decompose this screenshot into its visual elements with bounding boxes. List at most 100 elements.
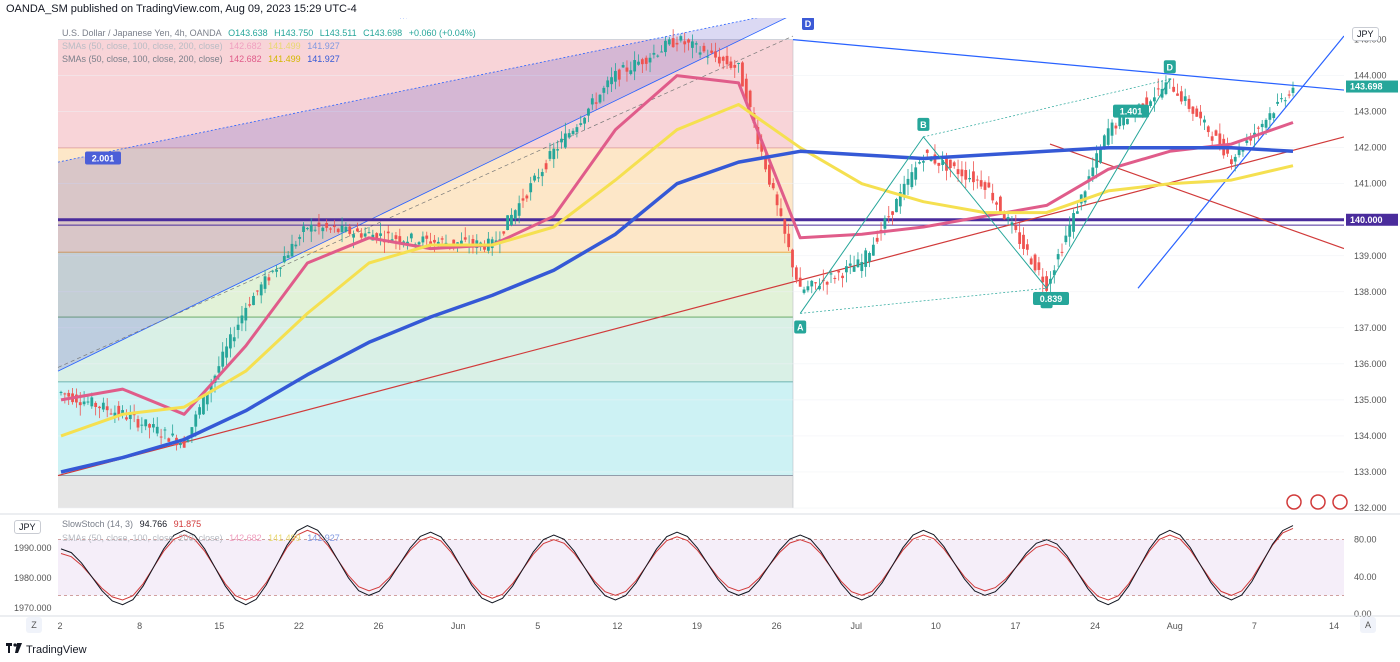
candle — [1283, 97, 1287, 107]
flag-icon-jp[interactable] — [1286, 494, 1302, 510]
legend-sma200-value: 141.927 — [307, 41, 340, 51]
candle-body — [232, 337, 236, 342]
candle — [948, 159, 952, 178]
candle-body — [683, 41, 687, 45]
stoch-k-line — [60, 525, 1294, 606]
candle-body — [1187, 98, 1191, 109]
auto-scale-button[interactable]: A — [1360, 617, 1376, 633]
candle-body — [995, 202, 998, 205]
candle-body — [914, 167, 918, 180]
candle — [1214, 129, 1218, 136]
candle-body — [810, 280, 814, 287]
legend-stoch-sma50: 142.682 — [229, 533, 262, 543]
candle — [956, 159, 960, 182]
candle-body — [633, 60, 637, 72]
candle-body — [902, 183, 906, 198]
fib-ratio-bc[interactable]: 1.401 — [1113, 104, 1149, 118]
candle-body — [602, 87, 606, 93]
candle — [775, 191, 779, 216]
candle — [302, 222, 305, 243]
time-tick-label: Aug — [1167, 621, 1183, 631]
candle-body — [1095, 153, 1099, 168]
candle-body — [802, 289, 806, 293]
candle — [221, 342, 225, 372]
harmonic-legs[interactable] — [799, 78, 1171, 314]
candle-body — [140, 424, 144, 426]
candle — [128, 405, 132, 430]
candle-body — [136, 419, 140, 428]
pattern-point-d-upper[interactable]: D — [802, 18, 814, 30]
candle-body — [452, 239, 456, 246]
candle-body — [814, 282, 817, 284]
candle-body — [756, 127, 760, 144]
candle — [1172, 78, 1176, 93]
flag-icon-jp-2[interactable] — [1332, 494, 1348, 510]
legend-symbol-row: U.S. Dollar / Japanese Yen, 4h, OANDA O1… — [62, 28, 480, 38]
candle — [286, 251, 290, 259]
candle — [852, 255, 856, 272]
candle-body — [59, 391, 63, 393]
candle-body — [225, 346, 228, 358]
candle — [848, 254, 852, 275]
candle-body — [521, 198, 525, 201]
candle — [1199, 104, 1202, 126]
candle — [602, 85, 606, 102]
currency-badge-main[interactable]: JPY — [1352, 27, 1379, 41]
candle — [1014, 214, 1018, 233]
candle-body — [86, 401, 90, 403]
candle-body — [409, 233, 413, 239]
zoom-button[interactable]: Z — [26, 617, 42, 633]
candle-body — [864, 250, 868, 267]
candle — [1114, 122, 1118, 135]
candle-body — [1172, 86, 1176, 92]
pattern-point-a[interactable]: A — [794, 320, 807, 334]
candle-body — [733, 64, 737, 68]
legend-open: O143.638 — [228, 28, 268, 38]
candle-body — [94, 402, 98, 408]
candle — [906, 168, 910, 196]
candle — [975, 175, 979, 189]
wedge-lower-line — [57, 18, 787, 372]
blue-support-trendline — [1137, 35, 1345, 289]
candle — [721, 55, 725, 70]
candle-body — [1025, 244, 1029, 250]
pattern-point-b[interactable]: B — [917, 117, 930, 131]
candle — [105, 398, 109, 418]
time-axis: 2 8 15 22 26 Jun 5 12 19 26 Jul 10 17 24 Aug 7 14 — [0, 615, 1400, 631]
flag-icon-us[interactable] — [1310, 494, 1326, 510]
candle-body — [367, 232, 371, 234]
candle — [664, 36, 667, 57]
currency-badge-sub[interactable]: JPY — [14, 520, 41, 534]
fib-band — [58, 475, 793, 508]
candle — [298, 234, 302, 246]
fib-ratio-ab[interactable]: 0.839 — [1033, 292, 1069, 306]
candle-body — [556, 149, 560, 151]
candle-body — [471, 239, 475, 245]
candle-body — [344, 226, 348, 232]
candle-body — [294, 244, 298, 247]
candle — [113, 405, 117, 423]
candle — [336, 227, 340, 234]
candle-body — [1126, 118, 1129, 125]
fib-ratio-d-upper[interactable]: 2.001 — [85, 151, 121, 165]
candle — [575, 124, 579, 138]
blue-resistance-trendline — [792, 39, 1345, 91]
candle — [587, 107, 590, 123]
candle-body — [660, 51, 663, 53]
candle-body — [221, 351, 225, 367]
candle — [710, 43, 714, 55]
candle-body — [329, 228, 332, 230]
candle — [560, 131, 563, 149]
candle-body — [1256, 127, 1260, 129]
time-tick-label: 19 — [692, 621, 702, 631]
candle-body — [429, 241, 432, 245]
candle-body — [560, 138, 563, 143]
candle-body — [860, 262, 864, 272]
pattern-point-d[interactable]: D — [1163, 60, 1176, 74]
candle-body — [386, 231, 390, 234]
candle — [332, 219, 336, 233]
candle — [506, 215, 509, 231]
candle — [225, 337, 228, 368]
